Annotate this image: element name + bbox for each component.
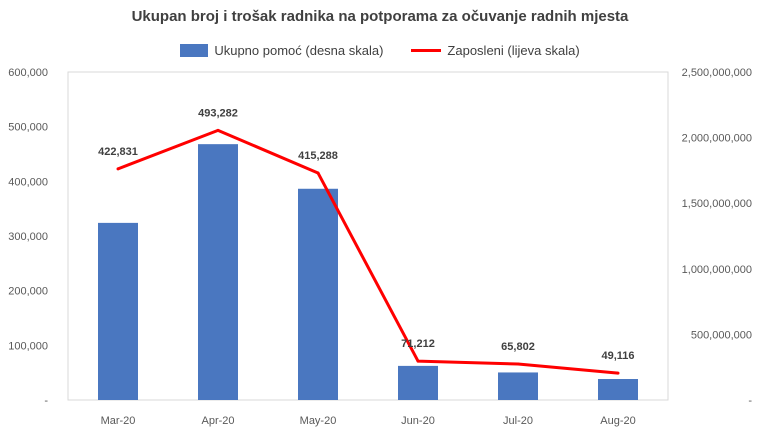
x-axis-tick-label: Mar-20 bbox=[101, 415, 136, 427]
legend-swatch-line bbox=[411, 49, 442, 52]
left-axis-tick-label: 200,000 bbox=[8, 286, 48, 298]
plot-area-border bbox=[67, 71, 669, 401]
line-data-label: 415,288 bbox=[298, 150, 338, 162]
legend-label-bars: Ukupno pomoć (desna skala) bbox=[214, 43, 384, 58]
bar bbox=[98, 222, 138, 400]
x-axis-tick-label: May-20 bbox=[300, 415, 337, 427]
x-axis-tick-label: Apr-20 bbox=[201, 415, 234, 427]
line-series bbox=[117, 128, 619, 375]
legend-label-line: Zaposleni (lijeva skala) bbox=[447, 43, 580, 58]
bar bbox=[498, 372, 538, 400]
legend-swatch-bars bbox=[180, 44, 209, 57]
line-point bbox=[416, 359, 420, 363]
chart-title: Ukupan broj i trošak radnika na potporam… bbox=[131, 8, 629, 25]
line-data-label: 422,831 bbox=[98, 146, 138, 158]
line-point bbox=[216, 128, 220, 132]
bar bbox=[598, 379, 638, 400]
right-axis-tick-label: - bbox=[748, 395, 752, 407]
left-axis-tick-label: 100,000 bbox=[8, 340, 48, 352]
line-point bbox=[116, 167, 120, 171]
bar bbox=[398, 365, 438, 400]
x-axis-tick-label: Aug-20 bbox=[600, 415, 635, 427]
bar bbox=[198, 144, 238, 400]
line-data-label: 49,116 bbox=[601, 350, 634, 362]
line-data-label: 65,802 bbox=[501, 341, 535, 353]
line-point bbox=[316, 171, 320, 175]
left-axis-tick-label: 500,000 bbox=[8, 122, 48, 134]
left-axis-tick-label: - bbox=[44, 395, 48, 407]
chart-legend: Ukupno pomoć (desna skala) Zaposleni (li… bbox=[0, 43, 760, 58]
line-data-label: 493,282 bbox=[198, 107, 238, 119]
right-axis-tick-label: 500,000,000 bbox=[691, 329, 752, 341]
x-axis-tick-label: Jun-20 bbox=[401, 415, 435, 427]
left-axis-tick-label: 400,000 bbox=[8, 176, 48, 188]
line-data-label: 71,212 bbox=[401, 338, 435, 350]
legend-item-line: Zaposleni (lijeva skala) bbox=[411, 43, 580, 58]
line-point bbox=[616, 371, 620, 375]
right-axis-tick-label: 2,500,000,000 bbox=[682, 67, 752, 79]
legend-item-bars: Ukupno pomoć (desna skala) bbox=[180, 43, 383, 58]
line-point bbox=[516, 362, 520, 366]
right-axis-tick-label: 1,500,000,000 bbox=[682, 198, 752, 210]
left-axis-tick-label: 300,000 bbox=[8, 231, 48, 243]
right-axis-tick-label: 2,000,000,000 bbox=[682, 133, 752, 145]
left-axis-tick-label: 600,000 bbox=[8, 67, 48, 79]
bar bbox=[298, 188, 338, 400]
right-axis-tick-label: 1,000,000,000 bbox=[682, 264, 752, 276]
x-axis-tick-label: Jul-20 bbox=[503, 415, 533, 427]
